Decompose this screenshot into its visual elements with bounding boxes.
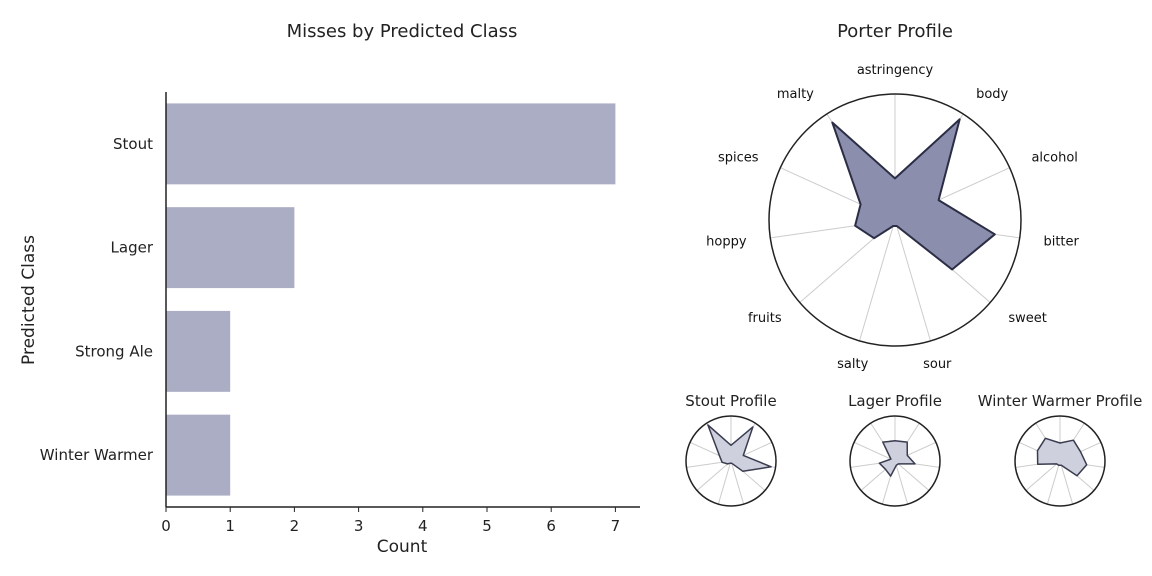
y-axis-label: Predicted Class	[19, 235, 39, 365]
category-label: Winter Warmer	[40, 446, 154, 464]
radar-axis-label: fruits	[748, 311, 782, 326]
radar-axis-label: body	[976, 87, 1008, 102]
radar-spoke	[1059, 460, 1074, 505]
x-tick-label: 0	[161, 517, 171, 535]
radar-axis-label: astringency	[857, 63, 934, 78]
radar-polygon	[831, 118, 996, 271]
radar-spoke	[859, 219, 896, 342]
radar-axis-label: sour	[923, 357, 952, 372]
winter-warmer-radar-chart: Winter Warmer Profile	[978, 392, 1143, 507]
radar-axis-label: bitter	[1043, 234, 1079, 249]
bar-chart: Misses by Predicted Class Stout Lager Stro…	[19, 21, 640, 557]
radar-spoke	[894, 460, 930, 491]
radar-polygon	[707, 424, 772, 473]
category-label: Stout	[113, 135, 153, 153]
radar-polygon	[1036, 437, 1088, 477]
radar-outline	[685, 415, 777, 507]
radar-polygon	[878, 440, 916, 477]
x-tick-label: 7	[611, 517, 621, 535]
category-label: Strong Ale	[75, 342, 153, 360]
lager-radar-chart: Lager Profile	[848, 392, 942, 507]
radar-spoke	[730, 460, 745, 505]
radar-axis-label: sweet	[1008, 311, 1047, 326]
category-labels: Stout Lager Strong Ale Winter Warmer	[40, 135, 154, 464]
radar-spoke	[1046, 460, 1061, 505]
x-tick-label: 1	[225, 517, 235, 535]
bar-strong-ale	[166, 310, 231, 392]
radar-spoke	[717, 460, 732, 505]
x-tick-label: 2	[290, 517, 300, 535]
bar-chart-title: Misses by Predicted Class	[287, 21, 518, 42]
radar-outline	[1014, 415, 1106, 507]
radar-axis-label: salty	[837, 357, 868, 372]
porter-radar-chart: Porter Profile astringency body alcohol bit…	[706, 21, 1079, 372]
lager-radar-title: Lager Profile	[848, 392, 942, 410]
radar-axis-label: spices	[718, 151, 759, 166]
radar-axis-label: malty	[777, 87, 814, 102]
bar-group	[166, 103, 616, 496]
radar-spoke	[696, 460, 732, 491]
x-tick-label: 6	[546, 517, 556, 535]
radar-axis-label: alcohol	[1031, 151, 1077, 166]
category-label: Lager	[111, 239, 154, 257]
bar-lager	[166, 207, 295, 289]
bar-stout	[166, 103, 616, 185]
radar-outline	[849, 415, 941, 507]
radar-spoke	[853, 441, 896, 462]
radar-axis-label: hoppy	[706, 234, 747, 249]
x-tick-label: 5	[482, 517, 492, 535]
x-tick-label: 4	[418, 517, 428, 535]
x-axis-label: Count	[377, 537, 428, 557]
radar-spoke	[1025, 460, 1061, 491]
x-axis-ticks: 0 1 2 3 4 5 6 7	[161, 507, 620, 535]
bar-winter-warmer	[166, 414, 231, 496]
stout-radar-chart: Stout Profile	[685, 392, 777, 507]
radar-spoke	[894, 219, 931, 342]
radar-spoke	[894, 460, 909, 505]
stout-radar-title: Stout Profile	[685, 392, 776, 410]
x-tick-label: 3	[354, 517, 364, 535]
radar-outline	[768, 93, 1022, 347]
winter-warmer-radar-title: Winter Warmer Profile	[978, 392, 1143, 410]
porter-radar-title: Porter Profile	[837, 21, 953, 42]
